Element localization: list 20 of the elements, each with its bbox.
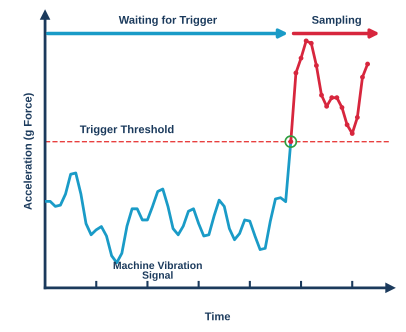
point <box>344 122 350 128</box>
x-axis-title: Time <box>204 312 230 320</box>
point <box>350 131 355 136</box>
point <box>308 40 314 46</box>
ref-line-label: Trigger Threshold <box>80 125 174 136</box>
point <box>293 70 298 76</box>
series-label: Machine Vibration Signal <box>114 261 202 281</box>
point <box>334 95 340 100</box>
point <box>319 92 324 98</box>
text: Sampling <box>312 16 361 26</box>
point <box>329 95 334 100</box>
point <box>354 115 360 120</box>
y-axis-title: Acceleration (g Force) <box>24 93 34 210</box>
point <box>314 63 319 68</box>
text: Waiting for Trigger <box>118 16 217 26</box>
point <box>304 38 309 44</box>
point <box>360 74 365 80</box>
point <box>340 105 344 110</box>
point <box>298 56 304 61</box>
point <box>365 62 370 67</box>
